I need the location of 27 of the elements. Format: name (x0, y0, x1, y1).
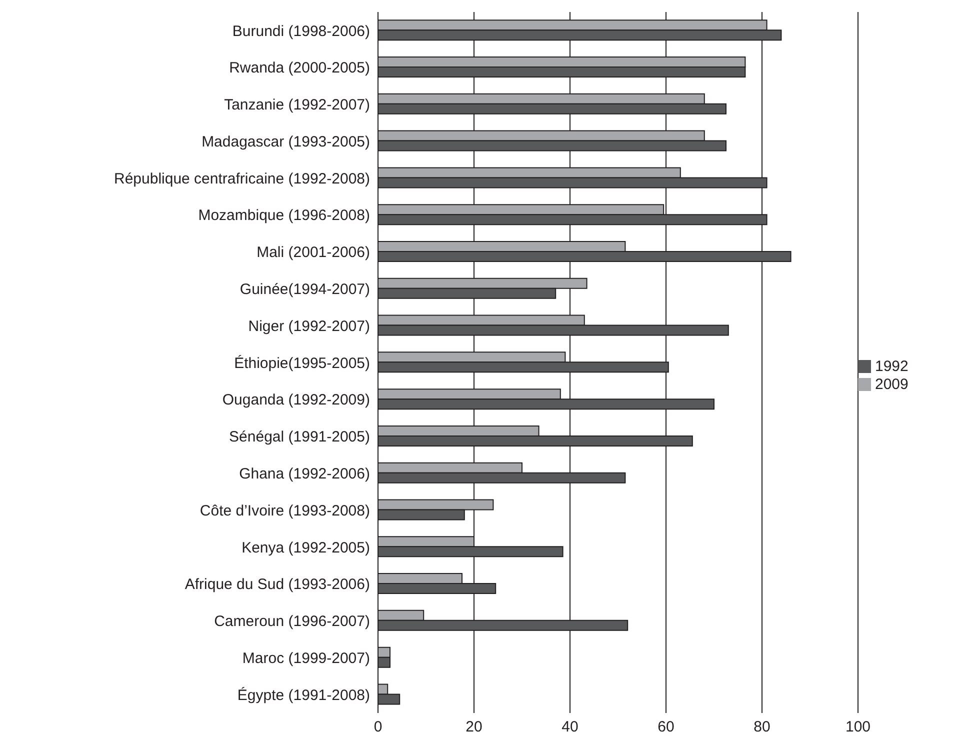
y-tick-label: Égypte (1991-2008) (237, 686, 370, 704)
y-tick-label: Mali (2001-2006) (256, 244, 370, 262)
y-tick-label: Maroc (1999-2007) (242, 650, 370, 667)
legend-label: 2009 (875, 376, 908, 392)
y-tick-label: République centrafricaine (1992-2008) (114, 170, 370, 188)
y-tick-label: Tanzanie (1992-2007) (224, 96, 370, 114)
legend-label: 1992 (875, 358, 908, 374)
x-tick-label: 60 (658, 718, 674, 736)
y-tick-label: Cameroun (1996-2007) (214, 613, 370, 630)
y-tick-label: Niger (1992-2007) (248, 318, 370, 335)
x-tick-label: 0 (374, 718, 382, 736)
y-tick-label: Mozambique (1996-2008) (198, 207, 370, 224)
y-tick-label: Éthiopie(1995-2005) (234, 354, 370, 372)
y-tick-label: Sénégal (1991-2005) (229, 428, 370, 446)
x-tick-label: 20 (466, 718, 482, 736)
y-tick-label: Afrique du Sud (1993-2006) (184, 576, 370, 594)
x-tick-label: 40 (562, 718, 578, 736)
y-tick-label: Rwanda (2000-2005) (229, 60, 370, 77)
y-tick-label: Madagascar (1993-2005) (202, 133, 370, 150)
y-tick-label: Guinée(1994-2007) (240, 281, 370, 298)
x-tick-label: 100 (845, 718, 871, 736)
x-tick-label: 80 (754, 718, 770, 736)
y-tick-label: Côte d’Ivoire (1993-2008) (200, 502, 370, 520)
y-tick-label: Ouganda (1992-2009) (222, 392, 370, 409)
y-tick-label: Ghana (1992-2006) (239, 466, 370, 483)
y-tick-label: Kenya (1992-2005) (242, 539, 370, 556)
y-tick-label: Burundi (1998-2006) (232, 22, 370, 40)
